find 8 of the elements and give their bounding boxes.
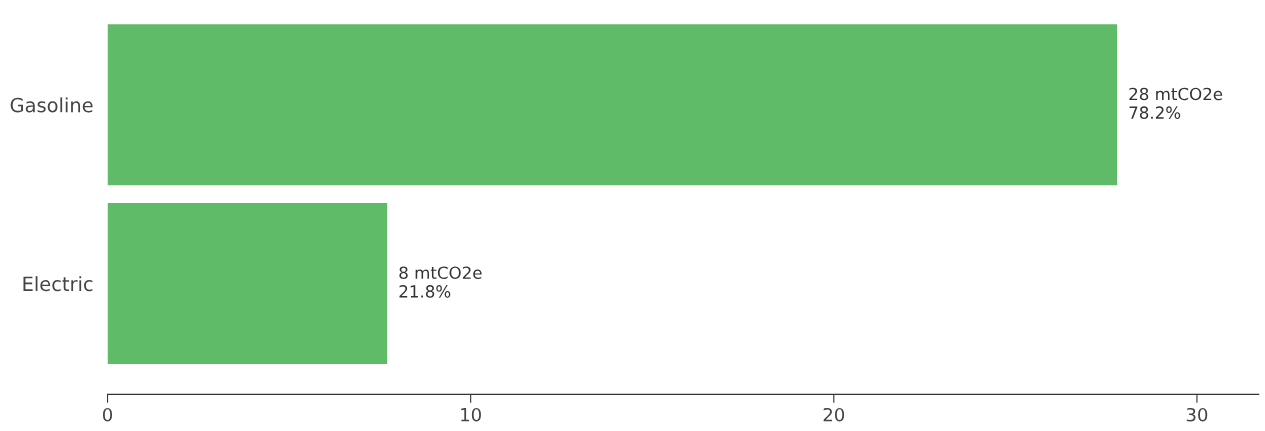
y-tick-label: Gasoline [10, 97, 93, 113]
x-tick-label: 0 [102, 407, 113, 422]
y-tick-label: Electric [23, 276, 93, 292]
x-tick-label: 10 [461, 407, 481, 422]
x-tick-label: 30 [1186, 407, 1208, 422]
data-label: 8 mtCO2e 21.8% [399, 266, 482, 298]
data-label: 28 mtCO2e 78.2% [1129, 87, 1223, 119]
x-tick-label: 20 [823, 407, 845, 422]
